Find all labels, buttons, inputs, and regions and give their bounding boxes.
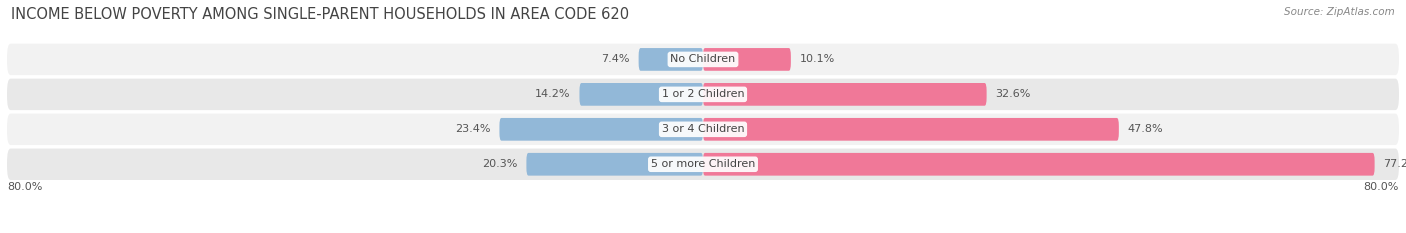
Text: 80.0%: 80.0% [7, 182, 42, 192]
FancyBboxPatch shape [499, 118, 703, 141]
FancyBboxPatch shape [579, 83, 703, 106]
Text: 23.4%: 23.4% [456, 124, 491, 134]
Legend: Single Father, Single Mother: Single Father, Single Mother [598, 230, 808, 233]
Text: 80.0%: 80.0% [1364, 182, 1399, 192]
Text: 1 or 2 Children: 1 or 2 Children [662, 89, 744, 99]
Text: 10.1%: 10.1% [800, 55, 835, 64]
Text: 5 or more Children: 5 or more Children [651, 159, 755, 169]
Text: 7.4%: 7.4% [602, 55, 630, 64]
Text: INCOME BELOW POVERTY AMONG SINGLE-PARENT HOUSEHOLDS IN AREA CODE 620: INCOME BELOW POVERTY AMONG SINGLE-PARENT… [11, 7, 630, 22]
FancyBboxPatch shape [638, 48, 703, 71]
FancyBboxPatch shape [703, 153, 1375, 176]
FancyBboxPatch shape [7, 79, 1399, 110]
FancyBboxPatch shape [7, 114, 1399, 145]
FancyBboxPatch shape [526, 153, 703, 176]
Text: 14.2%: 14.2% [536, 89, 571, 99]
FancyBboxPatch shape [7, 44, 1399, 75]
Text: 47.8%: 47.8% [1128, 124, 1163, 134]
Text: 20.3%: 20.3% [482, 159, 517, 169]
FancyBboxPatch shape [7, 149, 1399, 180]
Text: 32.6%: 32.6% [995, 89, 1031, 99]
Text: 77.2%: 77.2% [1384, 159, 1406, 169]
Text: No Children: No Children [671, 55, 735, 64]
FancyBboxPatch shape [703, 48, 790, 71]
FancyBboxPatch shape [703, 118, 1119, 141]
FancyBboxPatch shape [703, 83, 987, 106]
Text: Source: ZipAtlas.com: Source: ZipAtlas.com [1284, 7, 1395, 17]
Text: 3 or 4 Children: 3 or 4 Children [662, 124, 744, 134]
